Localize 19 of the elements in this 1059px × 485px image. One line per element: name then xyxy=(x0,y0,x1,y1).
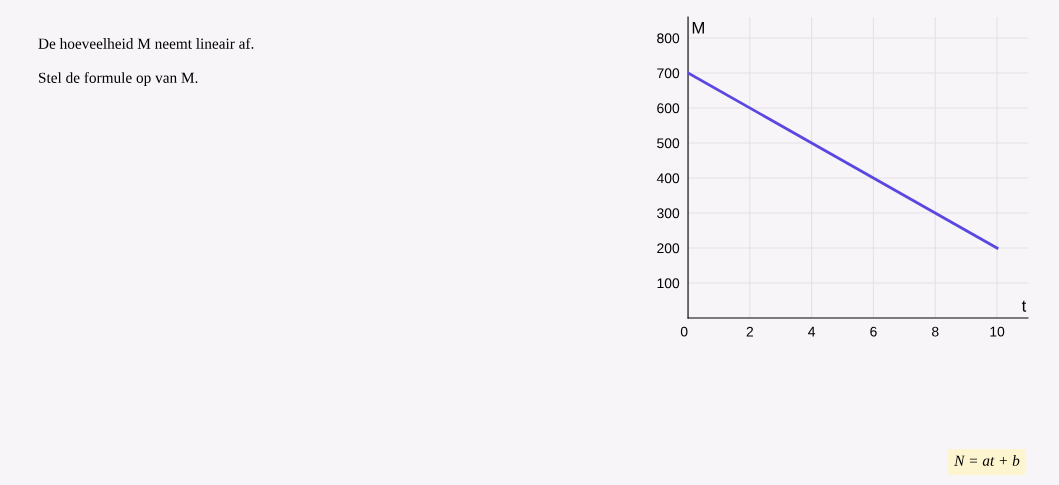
y-tick-label: 200 xyxy=(657,243,680,254)
x-tick-label: 10 xyxy=(990,326,1005,337)
x-axis-title: t xyxy=(1021,300,1027,312)
x-tick-label: 8 xyxy=(932,326,939,337)
y-tick-label: 300 xyxy=(657,208,680,219)
text: Stel de formule op van M. xyxy=(39,71,198,87)
y-tick-label: 400 xyxy=(656,173,680,184)
y-axis-title: M xyxy=(692,22,704,34)
text: N = at + b xyxy=(954,455,1020,466)
y-tick-label: 100 xyxy=(657,278,680,289)
x-tick-label: 4 xyxy=(808,326,816,337)
y-tick-label: 600 xyxy=(657,103,680,114)
x-tick-label: 0 xyxy=(680,326,688,337)
x-tick-label: 2 xyxy=(746,326,753,337)
y-tick-label: 500 xyxy=(657,138,680,149)
x-tick-label: 6 xyxy=(870,326,877,337)
text: De hoeveelheid M neemt lineair af. xyxy=(38,37,254,49)
y-tick-label: 800 xyxy=(657,33,680,44)
y-tick-label: 700 xyxy=(657,68,680,79)
